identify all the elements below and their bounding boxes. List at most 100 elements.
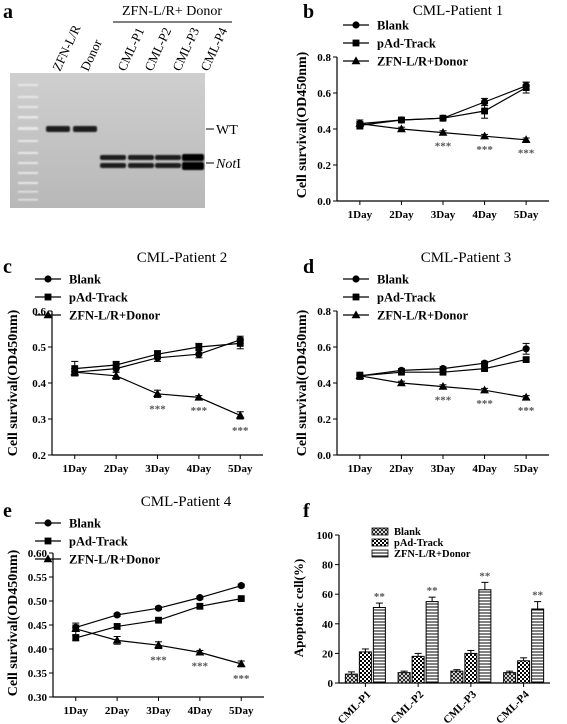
data-point — [71, 624, 81, 633]
data-point — [154, 640, 163, 649]
chart-e: e CML-Patient 4 0.30 0.35 0.40 0.45 0.50 0.55 0.… — [3, 494, 264, 717]
y-tick-label: 0.0 — [317, 196, 331, 208]
gel-band — [46, 126, 70, 132]
legend-label: pAd-Track — [69, 535, 128, 549]
data-point — [480, 359, 489, 367]
chart-b: b CML-Patient 1 0.0 0.2 0.4 0.6 0.8 1Day 2Day 3Da… — [295, 1, 549, 221]
gel-band — [100, 155, 126, 160]
gel-noti-bands — [100, 154, 204, 170]
y-tick-label: 0.5 — [32, 342, 46, 354]
data-point — [153, 389, 162, 397]
x-tick-label: 3Day — [431, 463, 456, 475]
legend-label: Blank — [69, 273, 101, 287]
y-tick-label: 80 — [322, 560, 334, 572]
legend-label: pAd-Track — [394, 538, 444, 549]
x-tick-label: 1Day — [348, 463, 373, 475]
legend-marker — [44, 537, 52, 545]
data-point — [522, 84, 530, 91]
legend-label: pAd-Track — [377, 37, 436, 51]
y-tick-label: 0.8 — [317, 306, 331, 318]
legend-marker — [352, 21, 360, 29]
data-point — [397, 124, 406, 133]
data-point — [355, 119, 365, 127]
data-point — [196, 602, 204, 610]
chart-title: CML-Patient 4 — [141, 494, 232, 510]
x-tick-label: CML-P3 — [441, 688, 479, 724]
y-tick-label: 0.60 — [28, 548, 48, 560]
data-point — [111, 371, 121, 379]
gel-image — [10, 73, 205, 208]
gel-band — [182, 162, 204, 170]
x-tick-label: 4Day — [472, 463, 497, 475]
legend-label: ZFN-L/R+Donor — [69, 553, 161, 567]
y-tick-label: 60 — [322, 589, 334, 601]
x-tick-label: 5Day — [514, 463, 539, 475]
y-tick-label: 0.6 — [317, 88, 331, 100]
legend-label: Blank — [69, 517, 101, 531]
data-point — [438, 128, 448, 136]
bar — [517, 660, 531, 684]
data-point — [154, 350, 161, 358]
legend-marker — [44, 293, 52, 301]
y-tick-label: 0.3 — [32, 414, 46, 426]
significance-label: *** — [232, 425, 249, 437]
x-tick-label: 2Day — [389, 209, 414, 221]
x-tick-label: 4Day — [188, 705, 213, 717]
legend-label: Blank — [377, 273, 409, 287]
y-tick-label: 0.6 — [32, 306, 46, 318]
data-point — [237, 595, 245, 602]
y-tick-label: 0.45 — [28, 620, 48, 632]
data-point — [196, 594, 204, 602]
data-point — [397, 378, 406, 387]
y-tick-label: 0.2 — [317, 160, 331, 172]
gel-lane-labels: ZFN-L/R Donor CML-P1 CML-P2 CML-P3 CML-P… — [49, 22, 230, 73]
data-point — [236, 340, 244, 347]
data-point — [439, 368, 447, 376]
x-tick-label: 4Day — [187, 463, 212, 475]
x-tick-label: 3Day — [431, 209, 456, 221]
chart-c: c CML-Patient 2 0.2 0.3 0.4 0.5 0.6 1Day 2Day 3Da… — [3, 250, 263, 475]
x-tick-label: 5Day — [514, 209, 539, 221]
significance-label: *** — [476, 398, 493, 410]
y-tick-label: 0.40 — [28, 644, 48, 656]
significance-label: *** — [518, 148, 535, 160]
y-axis-label: Apoptotic cell(%) — [291, 559, 306, 658]
legend-swatch — [371, 527, 389, 536]
chart-title: CML-Patient 1 — [413, 3, 503, 19]
bar — [425, 601, 439, 684]
data-point — [355, 371, 365, 379]
data-point — [155, 616, 162, 624]
panel-a-gel: a ZFN-L/R+ Donor ZFN-L/R Donor CML-P1 CM… — [3, 1, 241, 208]
x-tick-label: 5Day — [228, 463, 253, 475]
data-point — [481, 365, 488, 372]
bar — [503, 672, 517, 684]
gel-ladder — [18, 84, 38, 201]
panel-letter-a: a — [3, 1, 13, 23]
legend-swatch — [371, 538, 389, 547]
data-point — [522, 356, 530, 363]
chart-f: f 0 20 40 60 80 100 Apoptotic cell(%) ** CML-P1 **… — [291, 500, 550, 724]
data-point — [480, 385, 489, 394]
significance-label: *** — [191, 405, 208, 417]
panel-letter-b: b — [303, 1, 314, 23]
chart-d: d CML-Patient 3 0.0 0.2 0.4 0.6 0.8 1Day 2Day 3Da… — [295, 250, 549, 475]
legend-label: ZFN-L/R+Donor — [394, 549, 471, 560]
y-tick-label: 0.0 — [317, 450, 331, 462]
significance-label: *** — [518, 405, 535, 417]
data-point — [113, 623, 121, 630]
data-point — [439, 114, 447, 122]
x-tick-label: 2Day — [389, 463, 414, 475]
data-point — [112, 635, 122, 644]
chart-title: CML-Patient 2 — [137, 250, 227, 266]
legend-label: Blank — [377, 19, 409, 33]
data-point — [480, 131, 489, 140]
gel-band — [128, 163, 154, 168]
y-axis-label: Cell survival(OD450nm) — [295, 309, 310, 456]
x-tick-label: 1Day — [63, 463, 88, 475]
gel-header-label: ZFN-L/R+ Donor — [122, 4, 222, 19]
significance-label: ** — [532, 590, 544, 602]
data-point — [438, 382, 448, 390]
data-point — [235, 410, 245, 419]
bar — [478, 589, 492, 684]
data-point — [521, 135, 531, 143]
